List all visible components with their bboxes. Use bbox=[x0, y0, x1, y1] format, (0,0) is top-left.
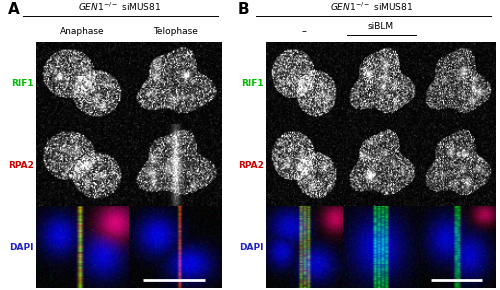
Text: RIF1: RIF1 bbox=[241, 79, 264, 88]
Text: B: B bbox=[238, 2, 250, 17]
Text: $\mathit{GEN1}^{-/-}$ siMUS81: $\mathit{GEN1}^{-/-}$ siMUS81 bbox=[78, 0, 161, 12]
Text: siBLM: siBLM bbox=[368, 22, 394, 31]
Text: RPA2: RPA2 bbox=[8, 160, 34, 169]
Text: A: A bbox=[8, 2, 20, 17]
Text: Telophase: Telophase bbox=[153, 26, 198, 35]
Text: RPA2: RPA2 bbox=[238, 160, 264, 169]
Text: DAPI: DAPI bbox=[240, 242, 264, 251]
Text: $\mathit{GEN1}^{-/-}$ siMUS81: $\mathit{GEN1}^{-/-}$ siMUS81 bbox=[330, 0, 414, 12]
Text: Anaphase: Anaphase bbox=[60, 26, 105, 35]
Text: RIF1: RIF1 bbox=[11, 79, 34, 88]
Text: –: – bbox=[302, 26, 307, 36]
Text: DAPI: DAPI bbox=[10, 242, 34, 251]
